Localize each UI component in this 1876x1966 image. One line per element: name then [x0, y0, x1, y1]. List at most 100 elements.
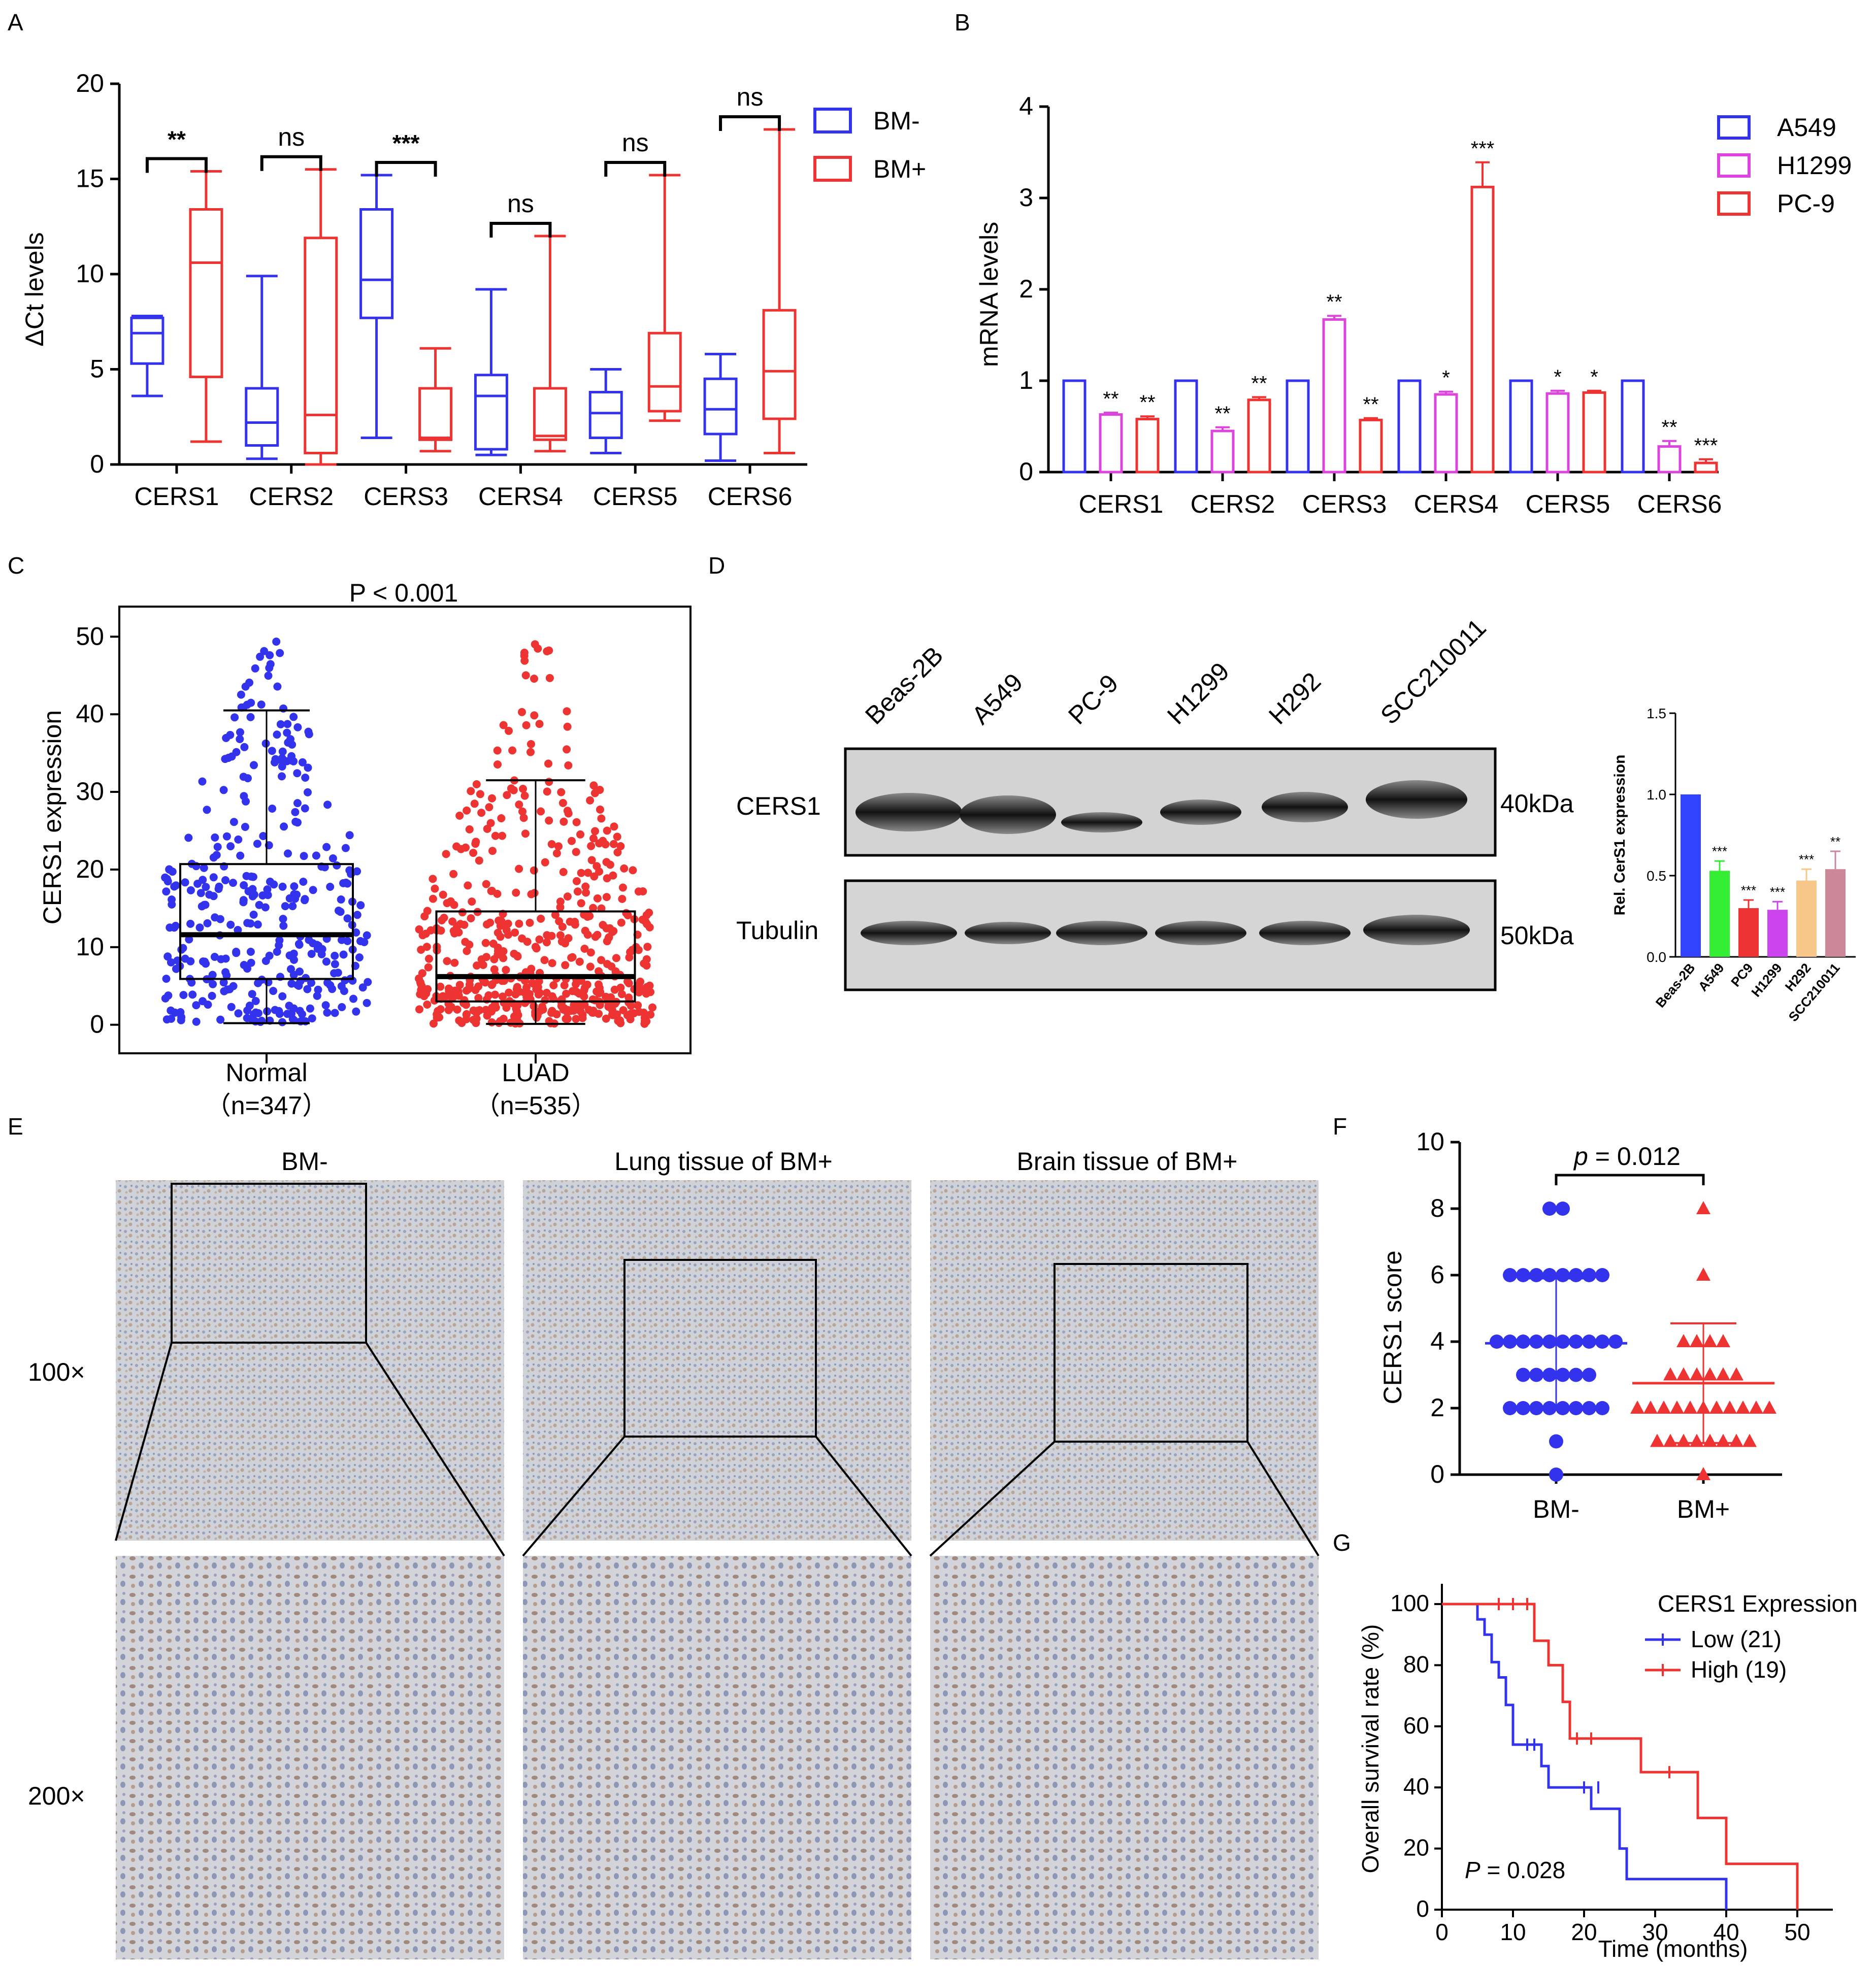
panel-letter-f: F	[1333, 1113, 1347, 1140]
data-point	[542, 988, 551, 997]
data-point	[268, 805, 277, 813]
data-point	[604, 1002, 613, 1011]
data-point	[312, 851, 320, 860]
data-point	[265, 951, 274, 960]
box	[130, 316, 164, 365]
ihc-image-lung-200x	[523, 1556, 911, 1959]
data-point	[232, 948, 241, 956]
data-point	[284, 849, 292, 858]
data-point	[499, 992, 507, 1001]
data-point	[1630, 1401, 1644, 1414]
data-point	[564, 1015, 572, 1023]
data-point	[436, 982, 445, 991]
data-point	[560, 981, 569, 990]
panel-f-pvalue: p = 0.012	[1573, 1142, 1681, 1171]
data-point	[482, 953, 490, 961]
significance-label: **	[1363, 393, 1378, 416]
data-point	[418, 986, 427, 995]
data-point	[240, 743, 249, 751]
x-tick-label: CERS6	[708, 482, 793, 511]
data-point	[203, 806, 211, 814]
data-point	[646, 988, 654, 996]
y-tick-label: 1	[1019, 366, 1033, 394]
data-point	[283, 720, 292, 728]
y-tick-label: 50	[76, 622, 104, 650]
data-point	[1676, 1334, 1691, 1347]
data-point	[488, 794, 496, 803]
data-point	[1742, 1434, 1757, 1447]
data-point	[358, 983, 367, 992]
data-point	[269, 987, 278, 995]
data-point	[602, 993, 611, 1002]
data-point	[487, 886, 496, 895]
data-point	[547, 840, 556, 848]
data-point	[476, 790, 484, 798]
panel-letter-g: G	[1333, 1529, 1351, 1556]
panel-c-group-normal-n: （n=347）	[206, 1091, 327, 1120]
data-point	[247, 698, 255, 707]
data-point	[301, 896, 309, 905]
data-point	[552, 849, 561, 857]
data-point	[643, 920, 651, 928]
data-point	[185, 935, 193, 944]
data-point	[447, 986, 455, 995]
data-point	[580, 984, 589, 992]
data-point	[425, 954, 433, 963]
ihc-image-bm-minus-100x	[116, 1180, 504, 1541]
data-point	[279, 921, 288, 930]
data-point	[278, 762, 286, 771]
data-point	[439, 890, 447, 899]
data-point	[559, 817, 568, 826]
data-point	[417, 946, 425, 954]
data-point	[254, 1009, 262, 1017]
data-point	[470, 799, 479, 808]
data-point	[167, 958, 175, 967]
y-tick-label: 100	[1390, 1590, 1429, 1616]
data-point	[335, 907, 343, 915]
zoom-line	[815, 1436, 912, 1557]
data-point	[179, 991, 188, 999]
data-point	[515, 801, 523, 809]
band	[965, 922, 1051, 944]
data-point	[331, 951, 339, 960]
survival-curve	[1442, 1603, 1728, 1910]
data-point	[640, 959, 648, 968]
data-point	[589, 834, 598, 843]
data-point	[1716, 1367, 1730, 1381]
data-point	[1703, 1367, 1717, 1381]
significance-label: ***	[392, 130, 420, 156]
data-point	[246, 919, 255, 928]
significance-label: ns	[507, 189, 534, 218]
data-point	[512, 888, 520, 897]
data-point	[518, 807, 526, 816]
data-point	[539, 1005, 547, 1014]
legend-swatch-pc9	[1717, 191, 1751, 216]
data-point	[558, 798, 567, 807]
data-point	[477, 809, 486, 817]
data-point	[433, 1013, 441, 1022]
x-tick-label: H1299	[1748, 960, 1785, 1000]
legend-swatch-bm-plus	[813, 156, 852, 182]
data-point	[540, 956, 549, 964]
data-point	[487, 1018, 496, 1026]
data-point	[1650, 1434, 1664, 1447]
data-point	[634, 1001, 642, 1010]
legend-label-bm-minus: BM-	[873, 107, 920, 135]
data-point	[457, 845, 465, 853]
data-point	[502, 965, 510, 974]
data-point	[259, 832, 268, 840]
data-point	[221, 876, 229, 884]
data-point	[321, 1001, 330, 1010]
data-point	[193, 880, 202, 888]
data-point	[423, 1001, 432, 1009]
data-point	[209, 980, 217, 988]
panel-c-beeswarm: P < 0.001 CERS1 expression 0 10 20 30 40 50 N…	[38, 579, 692, 1120]
data-point	[198, 777, 207, 786]
bar	[1694, 461, 1718, 474]
data-point	[1516, 1268, 1530, 1282]
data-point	[602, 924, 611, 932]
data-point	[208, 991, 216, 1000]
data-point	[258, 891, 267, 899]
data-point	[646, 1010, 655, 1019]
data-point	[488, 847, 497, 855]
